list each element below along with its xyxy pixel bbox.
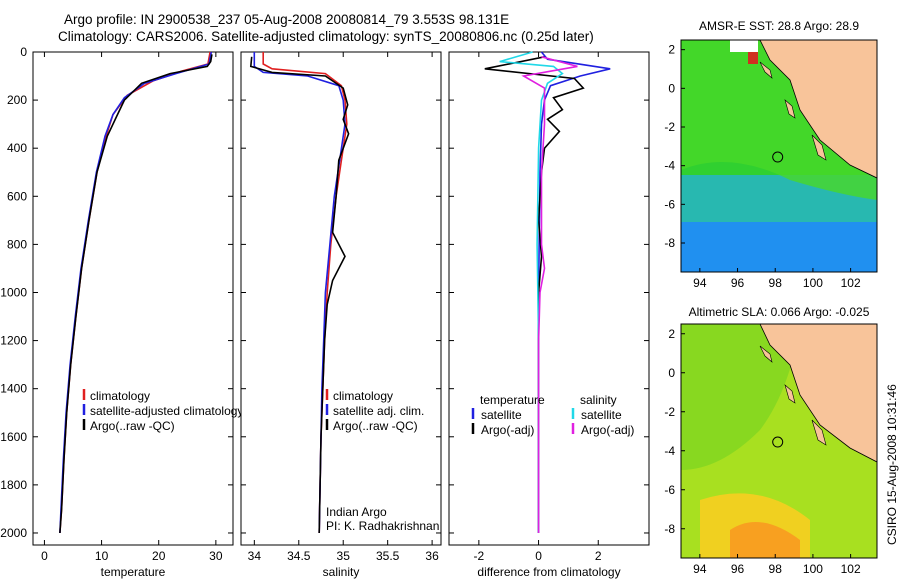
plot-frame — [240, 51, 442, 546]
x-axis-label: salinity — [323, 565, 360, 579]
sst-land-sumatra — [759, 40, 877, 179]
map-y-tick-label: -6 — [664, 197, 675, 211]
map-x-tick-label: 102 — [841, 562, 861, 576]
panel-temperature: 0 10 20 30 0 200 400 600 800 1000 1200 1400 1600 1800… — [0, 45, 243, 579]
figure-title-line1: Argo profile: IN 2900538_237 05-Aug-2008… — [64, 12, 510, 27]
y-tick-label: 0 — [20, 45, 27, 59]
sst-island — [811, 134, 827, 161]
map-y-tick-label: 0 — [668, 81, 675, 95]
x-tick-label: 2 — [595, 549, 602, 563]
map-y-tick-label: -4 — [664, 444, 675, 458]
sst-missing-data — [730, 40, 758, 52]
map-x-tick-label: 102 — [841, 276, 861, 290]
sst-map — [681, 40, 877, 272]
legend-entry: Argo(..raw -QC) — [90, 419, 175, 433]
x-tick-label: 34.5 — [287, 549, 311, 563]
map-y-tick-label: 0 — [668, 366, 675, 380]
annotation-text: PI: K. Radhakrishnan — [326, 519, 439, 533]
sst-hotspot — [748, 52, 758, 64]
map-y-tick-label: -8 — [664, 522, 675, 536]
x-axis-label: temperature — [101, 565, 166, 579]
map-x-tick-label: 100 — [803, 562, 823, 576]
sla-island — [811, 419, 827, 446]
y-tick-label: 400 — [7, 141, 27, 155]
panel-salinity: 34 34.5 35 35.5 36 salinity climatologysatelli… — [240, 51, 442, 579]
map-y-tick-label: -2 — [664, 120, 675, 134]
map-x-tick-label: 100 — [803, 276, 823, 290]
legend-entry: satellite-adjusted climatology — [90, 404, 243, 418]
y-tick-label: 1600 — [0, 430, 27, 444]
map-y-tick-label: -4 — [664, 159, 675, 173]
map-x-tick-label: 96 — [731, 276, 745, 290]
y-tick-label: 1400 — [0, 382, 27, 396]
sla-island — [759, 345, 773, 363]
series-line-argo — [249, 56, 350, 534]
y-tick-label: 1800 — [0, 478, 27, 492]
y-tick-label: 2000 — [0, 526, 27, 540]
legend-entry: satellite — [581, 408, 622, 422]
legend-entry: temperature — [480, 393, 545, 407]
map-y-tick-label: -6 — [664, 483, 675, 497]
sst-map-frame — [680, 39, 878, 273]
x-tick-label: 0 — [41, 549, 48, 563]
map-y-tick-label: -8 — [664, 236, 675, 250]
sst-map-title: AMSR-E SST: 28.8 Argo: 28.9 — [699, 19, 859, 33]
sst-field-cold-band — [681, 222, 877, 272]
y-tick-label: 200 — [7, 93, 27, 107]
x-tick-label: 0 — [535, 549, 542, 563]
map-x-tick-label: 94 — [693, 562, 707, 576]
map-y-tick-label: 2 — [668, 327, 675, 341]
y-tick-label: 1000 — [0, 285, 27, 299]
map-x-tick-label: 96 — [731, 562, 745, 576]
sla-map-frame — [680, 323, 878, 559]
legend-entry: Argo(-adj) — [581, 423, 634, 437]
x-tick-label: 20 — [152, 549, 166, 563]
sla-field-highest — [730, 522, 800, 558]
plot-frame — [448, 51, 650, 546]
map-x-tick-label: 94 — [693, 276, 707, 290]
panel-difference: -2 0 2 difference from climatology temperatu… — [448, 51, 650, 579]
y-tick-label: 600 — [7, 189, 27, 203]
x-tick-label: 10 — [95, 549, 109, 563]
map-x-tick-label: 98 — [769, 276, 783, 290]
series-line-argo — [59, 54, 213, 534]
figure-title-line2: Climatology: CARS2006. Satellite-adjuste… — [58, 29, 594, 44]
plot-frame — [32, 51, 234, 546]
sst-island — [759, 61, 773, 79]
legend-entry: climatology — [333, 389, 393, 403]
x-tick-label: -2 — [474, 549, 485, 563]
legend-entry: Argo(-adj) — [481, 423, 534, 437]
sst-island — [784, 99, 796, 119]
sla-map — [681, 324, 877, 558]
legend-entry: satellite — [481, 408, 522, 422]
x-tick-label: 36 — [425, 549, 439, 563]
x-tick-label: 35 — [337, 549, 351, 563]
x-tick-label: 30 — [209, 549, 223, 563]
legend-entry: Argo(..raw -QC) — [333, 419, 418, 433]
sla-map-title: Altimetric SLA: 0.066 Argo: -0.025 — [689, 305, 870, 319]
side-timestamp-label: CSIRO 15-Aug-2008 10:31:46 — [885, 384, 899, 545]
map-y-tick-label: -2 — [664, 405, 675, 419]
sla-land-sumatra — [759, 324, 877, 463]
y-tick-label: 1200 — [0, 334, 27, 348]
sla-island — [784, 384, 796, 404]
x-tick-label: 34 — [248, 549, 262, 563]
legend-entry: climatology — [90, 389, 150, 403]
sst-argo-position-marker — [772, 151, 784, 163]
legend-entry: satellite adj. clim. — [333, 404, 424, 418]
x-tick-label: 35.5 — [376, 549, 400, 563]
series-line-argo — [484, 56, 585, 533]
annotation-text: Indian Argo — [326, 505, 387, 519]
legend-entry: salinity — [580, 393, 617, 407]
y-tick-label: 800 — [7, 237, 27, 251]
map-y-tick-label: 2 — [668, 43, 675, 57]
sla-argo-position-marker — [772, 436, 784, 448]
map-x-tick-label: 98 — [769, 562, 783, 576]
series-line-argo_s — [521, 56, 578, 533]
x-axis-label: difference from climatology — [477, 565, 620, 579]
